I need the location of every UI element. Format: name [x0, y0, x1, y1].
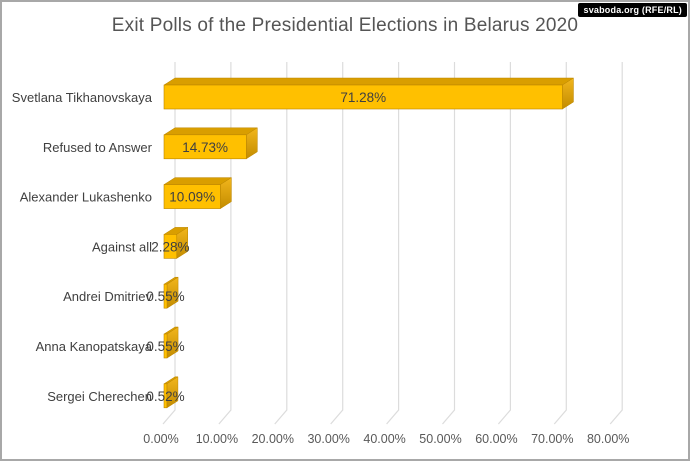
bar-value-label: 0.55%: [146, 339, 184, 354]
bar-value-label: 0.52%: [146, 389, 184, 404]
category-label: Against all: [92, 239, 152, 254]
x-tick-label: 80.00%: [587, 432, 629, 446]
bar-value-label: 2.28%: [151, 239, 189, 254]
bar-front-face: [163, 283, 168, 309]
bar-3d: [163, 77, 575, 110]
category-label: Sergei Cherechen: [47, 389, 152, 404]
bar-3d: [163, 276, 179, 309]
x-tick-label: 40.00%: [363, 432, 405, 446]
bar-front-face: [163, 234, 178, 259]
gridline: [553, 62, 567, 425]
x-tick-label: 50.00%: [419, 432, 461, 446]
bar-top-face: [163, 177, 233, 185]
bar-value-label: 14.73%: [182, 140, 228, 155]
bar-front-face: [163, 84, 563, 110]
x-tick-label: 0.00%: [143, 432, 178, 446]
gridline: [442, 62, 456, 425]
bar-top-face: [163, 77, 575, 86]
gridline: [497, 62, 511, 425]
category-label: Svetlana Tikhanovskaya: [12, 90, 153, 105]
bar-value-label: 0.55%: [146, 289, 184, 304]
bar-value-label: 10.09%: [169, 190, 215, 205]
gridline: [274, 62, 288, 425]
x-tick-label: 70.00%: [531, 432, 573, 446]
bar-value-label: 71.28%: [340, 90, 386, 105]
bar-front-face: [163, 184, 221, 209]
x-tick-label: 60.00%: [475, 432, 517, 446]
x-tick-label: 10.00%: [196, 432, 238, 446]
gridline: [609, 62, 623, 425]
bar-top-face: [163, 127, 259, 136]
watermark-badge: svaboda.org (RFE/RL): [578, 3, 687, 17]
x-tick-label: 20.00%: [252, 432, 294, 446]
bar-3d: [163, 376, 179, 409]
bar-3d: [163, 226, 189, 259]
gridline: [330, 62, 344, 425]
x-tick-label: 30.00%: [307, 432, 349, 446]
bar-front-face: [163, 134, 247, 160]
bar-front-face: [163, 333, 168, 359]
category-label: Refused to Answer: [43, 140, 153, 155]
category-label: Anna Kanopatskaya: [36, 339, 153, 354]
category-label: Andrei Dmitriev: [63, 289, 152, 304]
bar-front-face: [163, 383, 168, 409]
bar-3d: [163, 127, 259, 160]
chart-title: Exit Polls of the Presidential Elections…: [111, 15, 579, 36]
gridline: [386, 62, 400, 425]
gridline: [218, 62, 232, 425]
bar-3d: [163, 326, 179, 359]
category-label: Alexander Lukashenko: [20, 190, 152, 205]
bar-3d: [163, 177, 233, 210]
